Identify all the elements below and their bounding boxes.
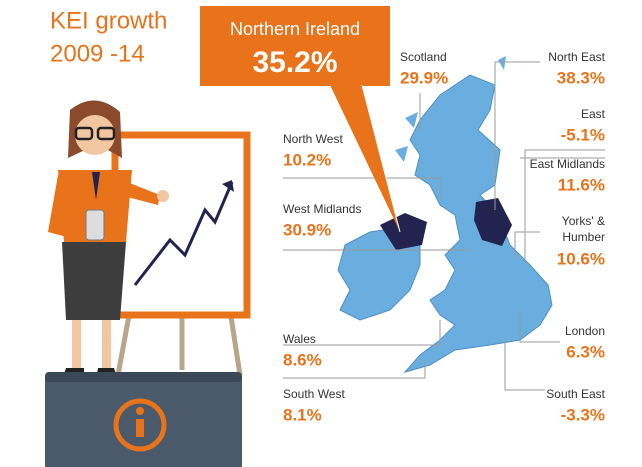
region-value: 30.9% [283, 220, 331, 239]
region-value: 8.1% [283, 405, 322, 424]
callout: Northern Ireland 35.2% [200, 6, 401, 233]
callout-region: Northern Ireland [230, 19, 360, 39]
callout-pointer-edge [361, 84, 401, 233]
region-value: 38.3% [557, 68, 605, 87]
leader-lines [283, 61, 605, 391]
region-name: West Midlands [283, 202, 361, 216]
region-name: London [565, 324, 605, 338]
north-east-region [474, 198, 512, 246]
northern-ireland [380, 213, 427, 250]
region-name: South West [283, 387, 345, 401]
region-value: 10.6% [557, 249, 605, 268]
easel [111, 131, 251, 376]
region-name: Yorks' & Humber [562, 214, 605, 244]
presenter [48, 100, 169, 380]
title-line1: KEI growth [50, 7, 167, 34]
region-value: 10.2% [283, 150, 331, 169]
region-name: North East [548, 50, 605, 64]
region-name: South East [546, 387, 605, 401]
map [337, 56, 553, 373]
callout-value: 35.2% [252, 46, 337, 79]
region-value: 11.6% [558, 175, 605, 194]
title-line2: 2009 -14 [50, 40, 145, 67]
region-value: 29.9% [400, 68, 448, 87]
region-name: East [581, 107, 606, 121]
pedestal [45, 372, 242, 467]
region-name: North West [283, 132, 343, 146]
region-name: Scotland [400, 50, 447, 64]
region-value: 6.3% [566, 342, 605, 361]
callout-pointer [330, 85, 400, 232]
islands [395, 56, 506, 162]
callout-box [200, 6, 390, 86]
region-value: -5.1% [561, 125, 605, 144]
region-value: -3.3% [561, 405, 605, 424]
region-labels: Scotland 29.9% North East 38.3% North West 10… [283, 50, 606, 424]
region-name: East Midlands [530, 157, 605, 171]
region-name: Wales [283, 332, 316, 346]
region-value: 8.6% [283, 350, 322, 369]
